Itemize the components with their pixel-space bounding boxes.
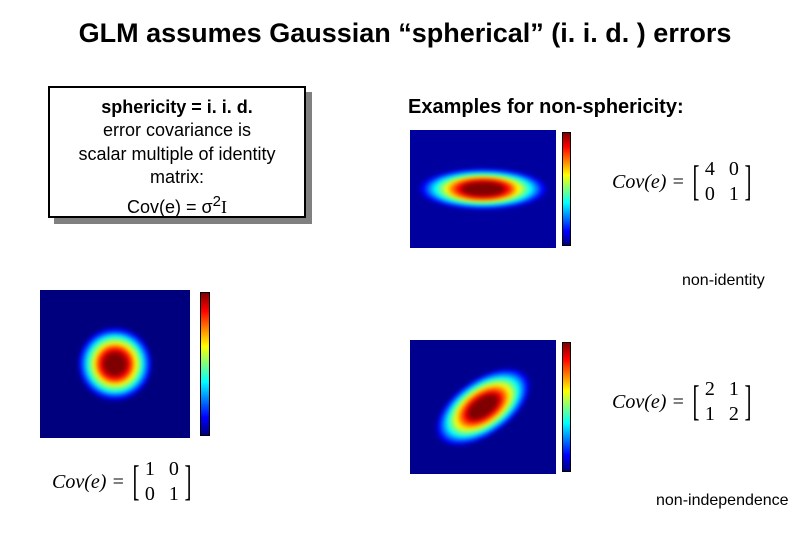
matrix-prefix: Cov(e) =	[612, 391, 685, 414]
def-line-4: matrix:	[56, 166, 298, 189]
covariance-matrix-non-independence: Cov(e) = [ 2 1 1 2 ]	[612, 378, 755, 426]
def-cov-prefix: Cov(e) = σ	[127, 197, 213, 217]
def-identity-I: I	[221, 197, 227, 217]
matrix-grid: 1 0 0 1	[145, 458, 179, 506]
covariance-matrix-non-identity: Cov(e) = [ 4 0 0 1 ]	[612, 158, 755, 206]
definition-box: sphericity = i. i. d. error covariance i…	[48, 86, 306, 218]
m-a: 4	[705, 158, 715, 181]
plot-non-identity	[410, 130, 556, 248]
heatmap-area	[40, 290, 190, 438]
heatmap-area	[410, 340, 556, 474]
m-d: 1	[169, 483, 179, 506]
m-b: 0	[729, 158, 739, 181]
matrix-prefix: Cov(e) =	[52, 471, 125, 494]
m-a: 1	[145, 458, 155, 481]
heatmap-ring	[461, 182, 504, 196]
heatmap-area	[410, 130, 556, 248]
label-non-independence: non-independence	[656, 492, 789, 510]
m-c: 0	[145, 483, 155, 506]
m-c: 1	[705, 403, 715, 426]
bracket-right-icon: ]	[744, 381, 751, 423]
m-c: 0	[705, 183, 715, 206]
colorbar	[562, 342, 571, 472]
def-sigma-sup: 2	[213, 193, 221, 210]
colorbar	[200, 292, 210, 436]
m-a: 2	[705, 378, 715, 401]
m-b: 0	[169, 458, 179, 481]
matrix-grid: 2 1 1 2	[705, 378, 739, 426]
plot-non-independence	[410, 340, 556, 474]
covariance-matrix-identity: Cov(e) = [ 1 0 0 1 ]	[52, 458, 195, 506]
m-d: 1	[729, 183, 739, 206]
colorbar	[562, 132, 571, 246]
m-d: 2	[729, 403, 739, 426]
heatmap-ring-group	[385, 310, 581, 504]
def-line-2: error covariance is	[56, 119, 298, 142]
bracket-right-icon: ]	[744, 161, 751, 203]
examples-heading: Examples for non-sphericity:	[408, 96, 684, 119]
m-b: 1	[729, 378, 739, 401]
def-line-5: Cov(e) = σ2I	[56, 192, 298, 219]
bracket-right-icon: ]	[184, 461, 191, 503]
def-line-1: sphericity = i. i. d.	[56, 96, 298, 119]
bracket-left-icon: [	[132, 461, 139, 503]
bracket-left-icon: [	[692, 381, 699, 423]
label-non-identity: non-identity	[682, 272, 765, 290]
matrix-prefix: Cov(e) =	[612, 171, 685, 194]
bracket-left-icon: [	[692, 161, 699, 203]
slide-title: GLM assumes Gaussian “spherical” (i. i. …	[0, 18, 810, 49]
matrix-grid: 4 0 0 1	[705, 158, 739, 206]
plot-spherical	[40, 290, 190, 438]
def-line-3: scalar multiple of identity	[56, 143, 298, 166]
